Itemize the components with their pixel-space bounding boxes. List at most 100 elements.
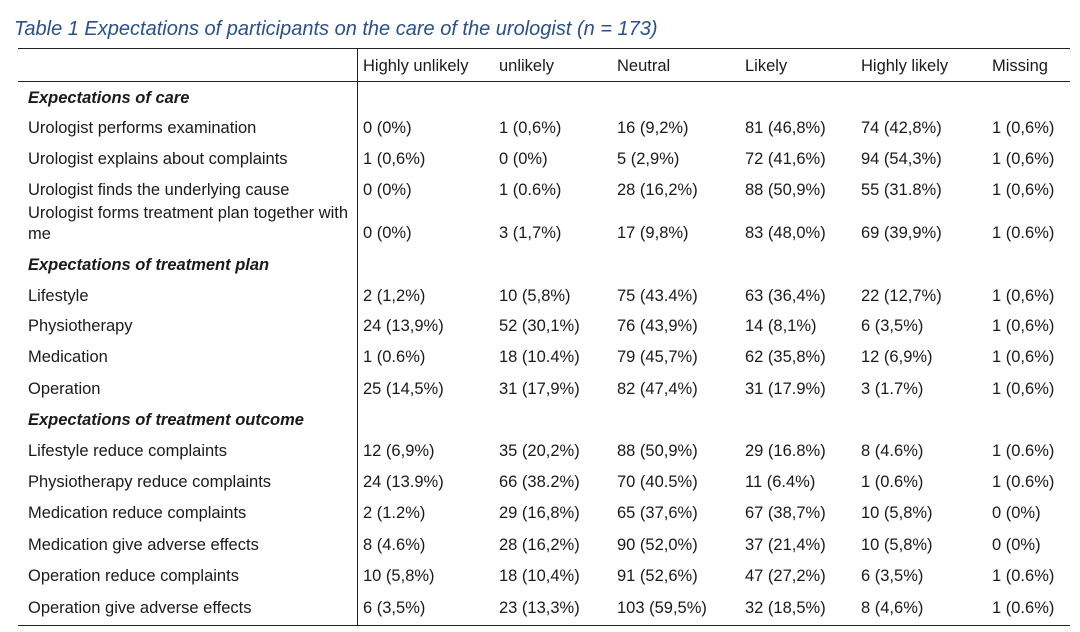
table-caption: Table 1 Expectations of participants on … — [14, 18, 658, 40]
table-cell: 11 (6.4%) — [745, 473, 816, 491]
table-cell: 37 (21,4%) — [745, 536, 826, 554]
table-cell: 103 (59,5%) — [617, 599, 707, 617]
table-row: Physiotherapy reduce complaints 24 (13.9%… — [0, 473, 1080, 501]
table-cell: 22 (12,7%) — [861, 287, 942, 305]
table-cell: 70 (40.5%) — [617, 473, 698, 491]
table-cell: 69 (39,9%) — [861, 224, 942, 242]
table-cell: 29 (16.8%) — [745, 442, 826, 460]
table-cell: 23 (13,3%) — [499, 599, 580, 617]
table-cell: 0 (0%) — [499, 150, 548, 168]
table-cell: 8 (4.6%) — [363, 536, 426, 554]
table-cell: 12 (6,9%) — [363, 442, 435, 460]
table-row: Operation 25 (14,5%) 31 (17,9%) 82 (47,4%) 3… — [0, 380, 1080, 408]
table-cell: 1 (0,6%) — [992, 150, 1055, 168]
table-cell: 82 (47,4%) — [617, 380, 698, 398]
table-cell: 88 (50,9%) — [745, 181, 826, 199]
table-cell: 18 (10.4%) — [499, 348, 580, 366]
table-cell: 10 (5,8%) — [861, 504, 933, 522]
row-label: Medication — [28, 348, 108, 366]
table-cell: 55 (31.8%) — [861, 181, 942, 199]
table-cell: 14 (8,1%) — [745, 317, 817, 335]
table-cell: 28 (16,2%) — [499, 536, 580, 554]
table-cell: 52 (30,1%) — [499, 317, 580, 335]
table-cell: 6 (3,5%) — [861, 567, 924, 585]
table-top-rule — [18, 48, 1070, 49]
table-cell: 35 (20,2%) — [499, 442, 580, 460]
table-row: Lifestyle reduce complaints 12 (6,9%) 35 (… — [0, 442, 1080, 470]
table-row: Urologist finds the underlying cause 0 (0… — [0, 181, 1080, 209]
table-cell: 1 (0.6%) — [992, 567, 1055, 585]
row-label: Physiotherapy — [28, 317, 133, 335]
table-cell: 17 (9,8%) — [617, 224, 689, 242]
table-cell: 0 (0%) — [992, 504, 1041, 522]
table-bottom-rule — [18, 625, 1070, 626]
table-row: Physiotherapy 24 (13,9%) 52 (30,1%) 76 (43,… — [0, 317, 1080, 345]
table-cell: 32 (18,5%) — [745, 599, 826, 617]
column-header-highly-unlikely: Highly unlikely — [363, 57, 469, 75]
table-cell: 1 (0,6%) — [992, 380, 1055, 398]
table-cell: 75 (43.4%) — [617, 287, 698, 305]
table-cell: 0 (0%) — [363, 181, 412, 199]
row-label: Urologist explains about complaints — [28, 150, 288, 168]
table-cell: 1 (0.6%) — [992, 224, 1055, 242]
table-cell: 29 (16,8%) — [499, 504, 580, 522]
table-cell: 3 (1,7%) — [499, 224, 562, 242]
table-cell: 5 (2,9%) — [617, 150, 680, 168]
table-cell: 1 (0,6%) — [992, 181, 1055, 199]
table-row: Urologist performs examination 0 (0%) 1 (0… — [0, 119, 1080, 147]
table-cell: 10 (5,8%) — [861, 536, 933, 554]
section-header-row: Expectations of treatment plan — [0, 256, 1080, 284]
table-cell: 8 (4,6%) — [861, 599, 924, 617]
column-header-likely: Likely — [745, 57, 788, 75]
row-label: Medication reduce complaints — [28, 504, 247, 522]
table-row: Medication reduce complaints 2 (1.2%) 29 (… — [0, 504, 1080, 532]
table-cell: 0 (0%) — [363, 119, 412, 137]
row-label: Physiotherapy reduce complaints — [28, 473, 272, 491]
column-header-highly-likely: Highly likely — [861, 57, 949, 75]
row-label: Urologist performs examination — [28, 119, 257, 137]
table-cell: 91 (52,6%) — [617, 567, 698, 585]
section-header-row: Expectations of care — [0, 89, 1080, 117]
table-cell: 62 (35,8%) — [745, 348, 826, 366]
table-cell: 12 (6,9%) — [861, 348, 933, 366]
table-cell: 28 (16,2%) — [617, 181, 698, 199]
table-cell: 72 (41,6%) — [745, 150, 826, 168]
table-cell: 94 (54,3%) — [861, 150, 942, 168]
column-header-unlikely: unlikely — [499, 57, 555, 75]
table-cell: 1 (0.6%) — [992, 442, 1055, 460]
table-cell: 8 (4.6%) — [861, 442, 924, 460]
row-label: Operation give adverse effects — [28, 599, 252, 617]
table-cell: 10 (5,8%) — [363, 567, 435, 585]
row-label: Urologist finds the underlying cause — [28, 181, 290, 199]
table-row: Medication give adverse effects 8 (4.6%) 2… — [0, 536, 1080, 564]
column-header-missing: Missing — [992, 57, 1048, 75]
table-cell: 90 (52,0%) — [617, 536, 698, 554]
table-cell: 1 (0,6%) — [992, 317, 1055, 335]
table-cell: 24 (13.9%) — [363, 473, 444, 491]
table-row: Urologist explains about complaints 1 (0,… — [0, 150, 1080, 178]
table-cell: 1 (0,6%) — [992, 348, 1055, 366]
table-header-rule — [18, 81, 1070, 82]
table-cell: 1 (0.6%) — [992, 473, 1055, 491]
table-row: Operation reduce complaints 10 (5,8%) 18 (… — [0, 567, 1080, 595]
table-cell: 66 (38.2%) — [499, 473, 580, 491]
table-cell: 0 (0%) — [363, 224, 412, 242]
table-cell: 2 (1.2%) — [363, 504, 426, 522]
table-cell: 76 (43,9%) — [617, 317, 698, 335]
table-row: Medication 1 (0.6%) 18 (10.4%) 79 (45,7%) 62… — [0, 348, 1080, 376]
table-row: Operation give adverse effects 6 (3,5%) 23… — [0, 599, 1080, 627]
table-cell: 83 (48,0%) — [745, 224, 826, 242]
table-cell: 16 (9,2%) — [617, 119, 689, 137]
table-cell: 24 (13,9%) — [363, 317, 444, 335]
section-header-row: Expectations of treatment outcome — [0, 411, 1080, 439]
table-cell: 3 (1.7%) — [861, 380, 924, 398]
table-cell: 1 (0,6%) — [992, 119, 1055, 137]
table-cell: 1 (0,6%) — [992, 287, 1055, 305]
table-cell: 10 (5,8%) — [499, 287, 571, 305]
table-cell: 6 (3,5%) — [363, 599, 426, 617]
table-cell: 1 (0.6%) — [992, 599, 1055, 617]
table-cell: 1 (0.6%) — [499, 181, 562, 199]
section-header-label: Expectations of care — [28, 89, 190, 107]
table-cell: 74 (42,8%) — [861, 119, 942, 137]
row-label: Operation reduce complaints — [28, 567, 239, 585]
